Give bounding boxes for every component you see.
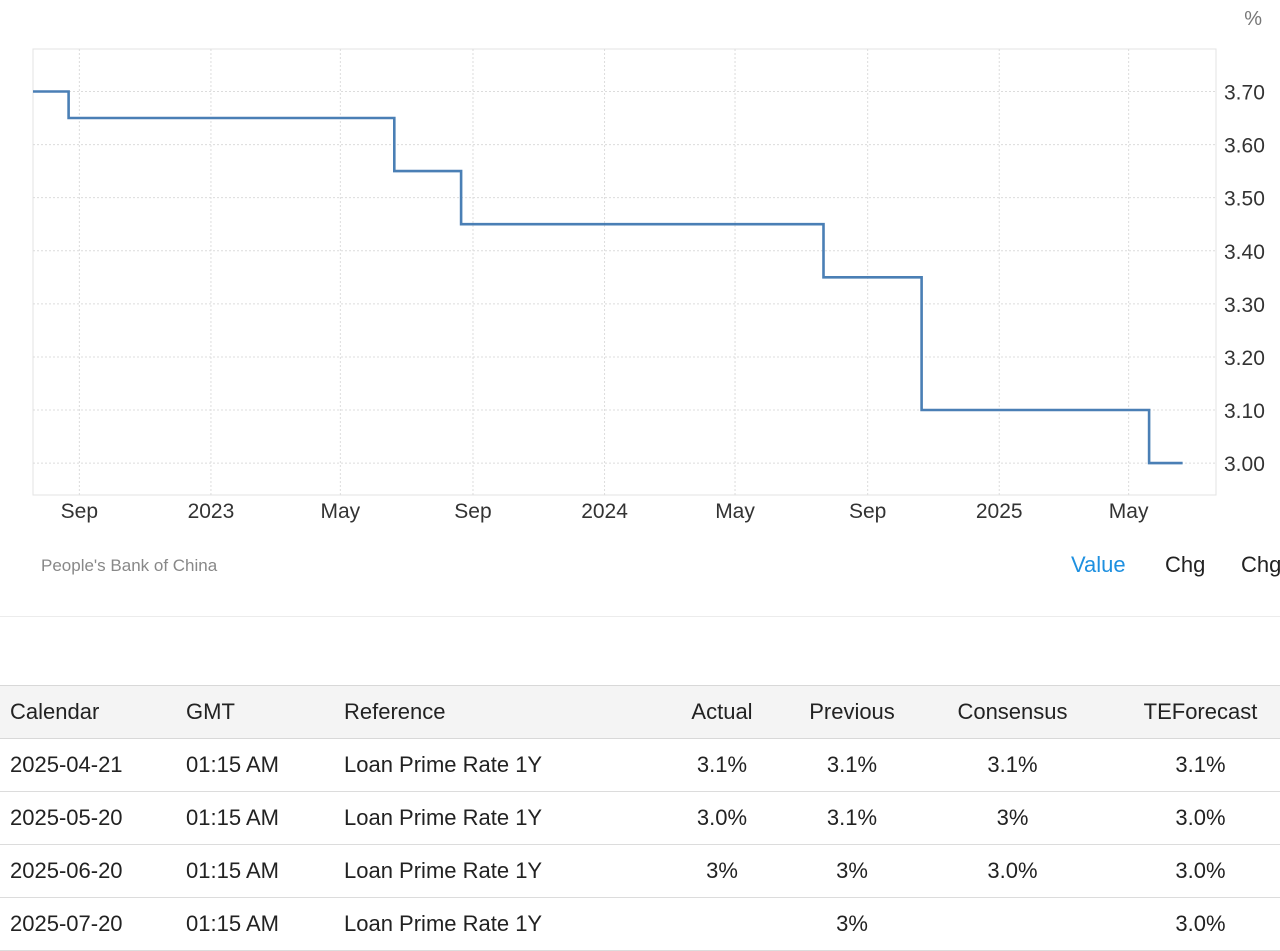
data-point[interactable] [1143, 457, 1155, 469]
y-tick-label: 3.60 [1224, 135, 1265, 158]
y-tick-label: 3.10 [1224, 400, 1265, 423]
x-tick-label: 2024 [581, 500, 628, 523]
cell-reference[interactable]: Loan Prime Rate 1Y [344, 897, 644, 951]
cell-forecast: 3.1% [1121, 738, 1280, 792]
table-row: 2025-05-20 01:15 AM Loan Prime Rate 1Y 3… [0, 791, 1280, 845]
header-consensus[interactable]: Consensus [904, 685, 1121, 739]
cell-consensus: 3.0% [904, 844, 1121, 898]
data-point[interactable] [27, 86, 39, 98]
cell-date: 2025-05-20 [0, 791, 186, 845]
cell-forecast: 3.0% [1121, 791, 1280, 845]
cell-reference[interactable]: Loan Prime Rate 1Y [344, 844, 644, 898]
header-calendar[interactable]: Calendar [0, 685, 186, 739]
table-row: 2025-07-20 01:15 AM Loan Prime Rate 1Y 3… [0, 897, 1280, 951]
data-point[interactable] [916, 404, 928, 416]
cell-reference[interactable]: Loan Prime Rate 1Y [344, 738, 644, 792]
cell-consensus [904, 897, 1121, 951]
cell-date: 2025-07-20 [0, 897, 186, 951]
data-point[interactable] [1177, 457, 1189, 469]
header-teforecast[interactable]: TEForecast [1121, 685, 1280, 739]
chg-percent-toggle[interactable]: Chg% [1241, 552, 1280, 577]
cell-actual: 3.1% [644, 738, 800, 792]
data-point[interactable] [388, 165, 400, 177]
source-label: People's Bank of China [41, 556, 218, 575]
x-tick-label: May [1109, 500, 1149, 523]
x-tick-label: Sep [849, 500, 886, 523]
data-point[interactable] [63, 112, 75, 124]
chart-area: % 3.70 3.60 3.50 3.40 3.30 3.20 3.10 3.00 Sep 202… [0, 0, 1280, 582]
y-tick-label: 3.20 [1224, 347, 1265, 370]
y-tick-label: 3.30 [1224, 294, 1265, 317]
cell-actual: 3.0% [644, 791, 800, 845]
y-tick-label: 3.00 [1224, 453, 1265, 476]
table-row: 2025-06-20 01:15 AM Loan Prime Rate 1Y 3… [0, 844, 1280, 898]
cell-consensus: 3.1% [904, 738, 1121, 792]
x-tick-label: 2023 [188, 500, 235, 523]
cell-date: 2025-06-20 [0, 844, 186, 898]
data-point[interactable] [818, 271, 830, 283]
cell-actual: 3% [644, 844, 800, 898]
x-tick-label: Sep [61, 500, 98, 523]
plot-frame [32, 48, 1217, 496]
cell-actual [644, 897, 800, 951]
series-line[interactable] [33, 90, 1183, 465]
data-point[interactable] [455, 218, 467, 230]
header-gmt[interactable]: GMT [186, 685, 344, 739]
x-tick-label: 2025 [976, 500, 1023, 523]
cell-gmt: 01:15 AM [186, 897, 344, 951]
y-tick-label: 3.70 [1224, 81, 1265, 104]
table-row: 2025-04-21 01:15 AM Loan Prime Rate 1Y 3… [0, 738, 1280, 792]
cell-previous: 3% [800, 897, 904, 951]
y-tick-label: 3.40 [1224, 241, 1265, 264]
section-divider [0, 616, 1280, 617]
calendar-table: Calendar GMT Reference Actual Previous C… [0, 685, 1280, 951]
value-toggle[interactable]: Value [1071, 552, 1126, 577]
cell-gmt: 01:15 AM [186, 738, 344, 792]
cell-gmt: 01:15 AM [186, 844, 344, 898]
line-chart[interactable]: 3.70 3.60 3.50 3.40 3.30 3.20 3.10 3.00 Sep 2023 M… [0, 0, 1280, 540]
header-reference[interactable]: Reference [344, 685, 644, 739]
header-actual[interactable]: Actual [644, 685, 800, 739]
cell-previous: 3% [800, 844, 904, 898]
y-tick-label: 3.50 [1224, 188, 1265, 211]
chg-toggle[interactable]: Chg [1165, 552, 1206, 577]
header-previous[interactable]: Previous [800, 685, 904, 739]
cell-forecast: 3.0% [1121, 897, 1280, 951]
y-unit-label: % [1244, 8, 1262, 30]
cell-previous: 3.1% [800, 791, 904, 845]
cell-reference[interactable]: Loan Prime Rate 1Y [344, 791, 644, 845]
view-toggle-group: Value Chg Chg% [880, 552, 1280, 582]
x-tick-label: May [320, 500, 360, 523]
cell-previous: 3.1% [800, 738, 904, 792]
cell-date: 2025-04-21 [0, 738, 186, 792]
x-tick-label: May [715, 500, 755, 523]
x-tick-label: Sep [454, 500, 491, 523]
cell-consensus: 3% [904, 791, 1121, 845]
cell-forecast: 3.0% [1121, 844, 1280, 898]
cell-gmt: 01:15 AM [186, 791, 344, 845]
table-header-row: Calendar GMT Reference Actual Previous C… [0, 685, 1280, 739]
